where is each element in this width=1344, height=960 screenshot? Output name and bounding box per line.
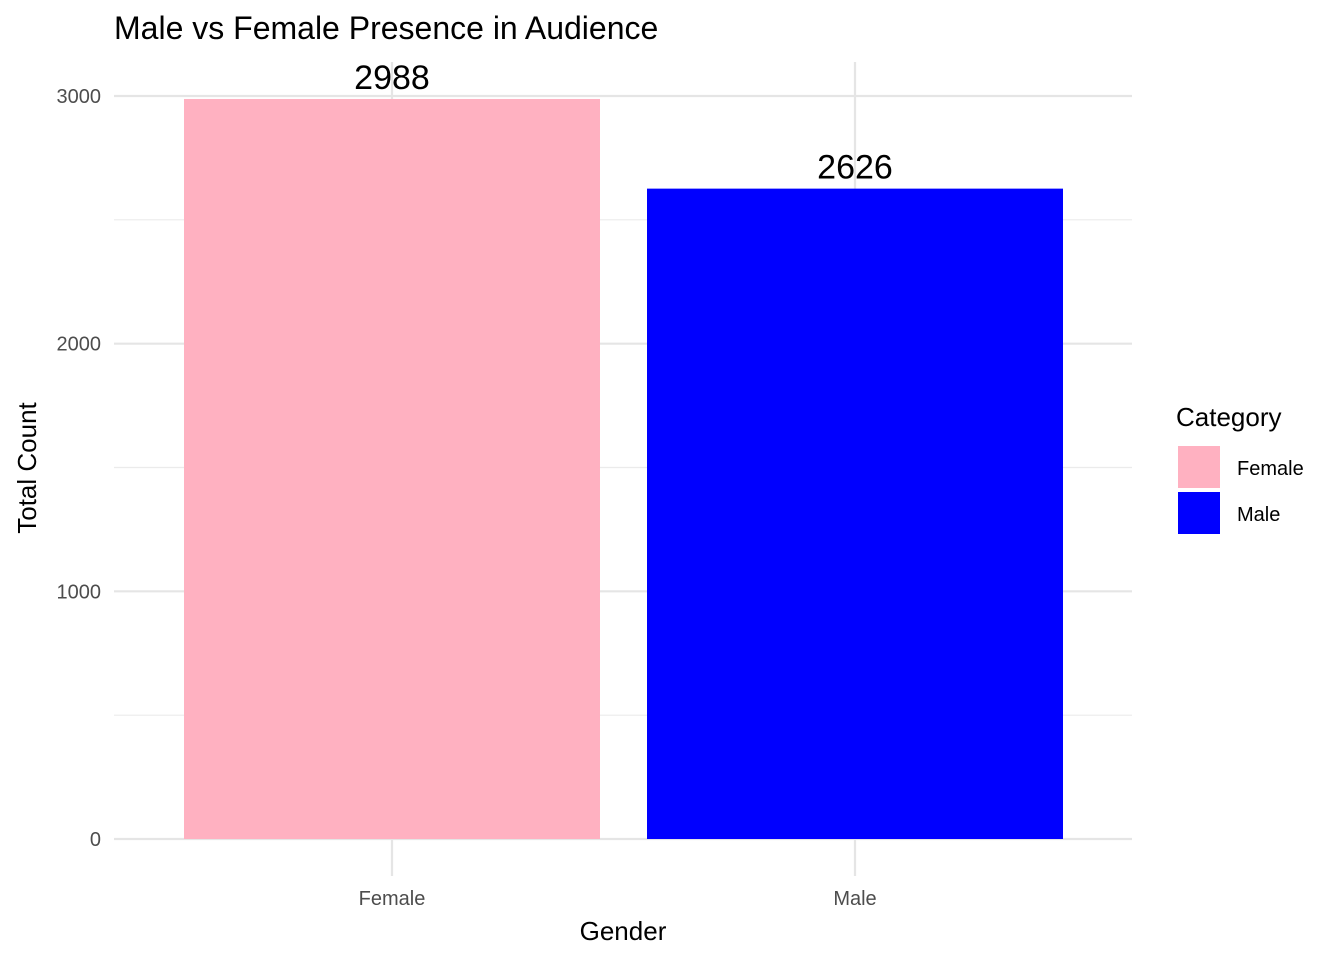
y-tick-label: 2000 (57, 334, 102, 356)
bar-male (647, 188, 1063, 840)
bars (184, 98, 1063, 840)
y-tick-label: 1000 (57, 581, 102, 603)
y-axis-ticks: 0 1000 2000 3000 (57, 86, 102, 851)
legend-key-male (1178, 492, 1220, 534)
legend-title: Category (1176, 402, 1282, 432)
y-axis-title: Total Count (12, 401, 42, 533)
y-tick-label: 3000 (57, 86, 102, 108)
legend-key-female (1178, 446, 1220, 488)
x-axis-title: Gender (580, 916, 667, 946)
x-axis-ticks: Female Male (359, 888, 877, 910)
data-label-female: 2988 (354, 59, 430, 97)
y-tick-label: 0 (90, 829, 101, 851)
data-labels: 2988 2626 (354, 59, 893, 187)
legend-entries: Female Male (1178, 446, 1304, 534)
x-tick-label-male: Male (833, 888, 876, 910)
legend: Category Female Male (1176, 402, 1304, 534)
chart-title: Male vs Female Presence in Audience (114, 10, 658, 46)
legend-label-male: Male (1237, 504, 1280, 526)
legend-label-female: Female (1237, 458, 1304, 480)
x-tick-label-female: Female (359, 888, 426, 910)
bar-female (184, 98, 600, 840)
data-label-male: 2626 (817, 149, 893, 187)
